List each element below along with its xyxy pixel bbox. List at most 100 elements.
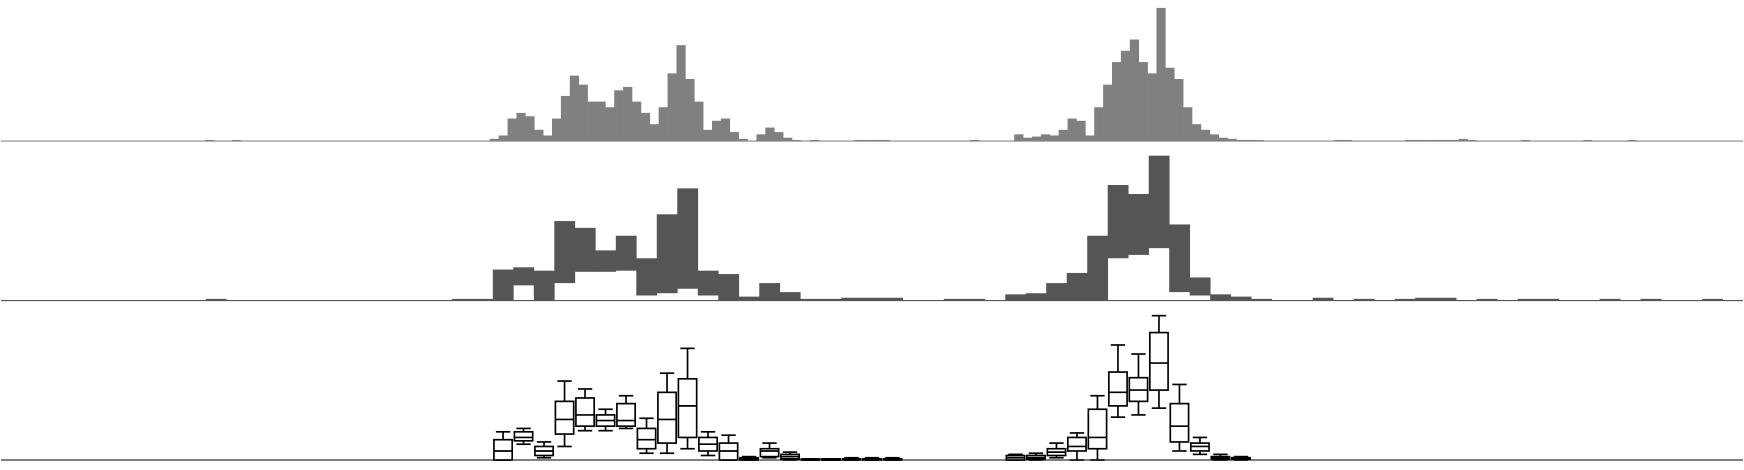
- range-bar: [943, 298, 965, 300]
- range-bar: [533, 270, 555, 300]
- coverage-bar: [1254, 139, 1264, 142]
- range-bar: [841, 297, 863, 300]
- coverage-bar: [1343, 139, 1353, 142]
- coverage-bar: [1192, 124, 1202, 142]
- coverage-bar: [1236, 139, 1246, 142]
- coverage-bar: [1183, 107, 1193, 142]
- coverage-bar: [872, 139, 882, 142]
- box: [1107, 371, 1128, 407]
- box: [1087, 408, 1108, 450]
- range-bar: [677, 188, 699, 289]
- box: [759, 447, 780, 458]
- range-bar: [1435, 297, 1457, 300]
- coverage-bar: [854, 139, 864, 142]
- coverage-bar: [720, 118, 731, 142]
- coverage-bar: [1627, 139, 1637, 142]
- coverage-bar: [1058, 129, 1068, 142]
- coverage-bar: [712, 120, 722, 142]
- coverage-bar: [1067, 118, 1077, 142]
- coverage-bar: [676, 45, 686, 142]
- coverage-bar: [525, 116, 535, 142]
- coverage-bar: [1209, 134, 1219, 142]
- coverage-bar: [667, 73, 677, 142]
- box: [513, 430, 534, 442]
- coverage-bar: [605, 107, 615, 142]
- coverage-bar: [516, 112, 526, 142]
- box: [1169, 402, 1190, 443]
- range-bar: [1107, 184, 1129, 259]
- coverage-bar: [649, 124, 659, 142]
- coverage-bar: [880, 139, 891, 142]
- coverage-bar: [1147, 73, 1157, 142]
- coverage-bar: [578, 84, 588, 142]
- coverage-bar: [1040, 134, 1051, 142]
- range-bar: [1640, 298, 1662, 300]
- box: [677, 377, 698, 439]
- coverage-bar: [1165, 67, 1175, 142]
- range-bar: [1476, 298, 1498, 300]
- coverage-bar: [587, 101, 597, 142]
- range-bar: [1394, 298, 1416, 300]
- coverage-bar: [614, 90, 624, 142]
- range-bar: [1046, 283, 1068, 300]
- box: [1148, 331, 1169, 391]
- range-bar: [1702, 298, 1723, 300]
- range-bar: [574, 227, 596, 272]
- coverage-bar: [632, 101, 642, 142]
- coverage-bar: [1103, 84, 1113, 142]
- range-bar: [1251, 298, 1273, 300]
- coverage-bar: [809, 139, 819, 142]
- range-bar: [656, 214, 678, 294]
- box: [657, 391, 678, 444]
- coverage-bar: [1023, 137, 1033, 142]
- range-bar: [205, 298, 227, 300]
- range-bar: [1312, 297, 1334, 300]
- coverage-bar: [1583, 139, 1593, 142]
- range-bar: [636, 258, 658, 296]
- coverage-bar: [1174, 79, 1184, 142]
- coverage-bar: [1120, 50, 1131, 142]
- coverage-bar: [640, 112, 651, 142]
- box: [616, 402, 637, 428]
- coverage-bar: [569, 75, 579, 142]
- coverage-bar: [1112, 62, 1122, 142]
- coverage-bar: [1414, 139, 1424, 142]
- range-bar: [554, 221, 576, 284]
- coverage-bar: [1218, 137, 1228, 142]
- range-bar: [1599, 298, 1621, 300]
- coverage-bar: [1094, 107, 1104, 142]
- range-bar: [1169, 224, 1191, 293]
- range-bar: [800, 298, 822, 300]
- box: [1066, 436, 1087, 452]
- range-bar: [1087, 235, 1109, 300]
- coverage-bar: [1449, 139, 1459, 142]
- range-bar: [759, 283, 781, 300]
- coverage-bar: [543, 135, 553, 142]
- coverage-bar: [685, 79, 695, 142]
- coverage-bar: [765, 127, 775, 142]
- range-bar: [1538, 298, 1559, 300]
- coverage-bar: [1227, 138, 1237, 142]
- coverage-bar: [1129, 39, 1139, 142]
- coverage-bar: [1245, 139, 1255, 142]
- range-bar: [1353, 298, 1375, 300]
- coverage-bar: [1405, 139, 1415, 142]
- box: [493, 438, 514, 461]
- coverage-bar: [792, 139, 802, 142]
- range-bar: [964, 298, 986, 300]
- coverage-bar: [232, 139, 242, 142]
- range-bar: [718, 274, 740, 300]
- range-bar: [1148, 155, 1170, 249]
- range-bar: [697, 270, 719, 296]
- coverage-bar: [489, 138, 499, 142]
- range-bar: [1517, 298, 1539, 300]
- coverage-bar: [1458, 138, 1468, 142]
- coverage-bar: [756, 134, 766, 142]
- range-bar: [1005, 294, 1027, 300]
- coverage-bar: [738, 138, 748, 142]
- box: [636, 427, 657, 450]
- range-bar: [1066, 272, 1088, 300]
- coverage-bar: [1334, 139, 1344, 142]
